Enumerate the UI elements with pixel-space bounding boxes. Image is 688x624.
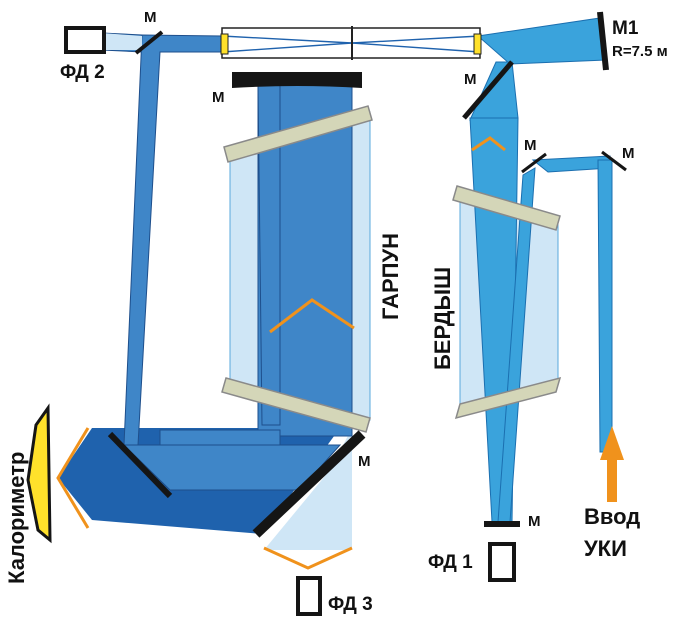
input-arrow <box>600 426 624 502</box>
berdysh-label: БЕРДЫШ <box>430 267 455 370</box>
mirror-label-output: M <box>358 453 371 470</box>
calorimeter-label: Калориметр <box>4 452 29 584</box>
fd2-label: ФД 2 <box>60 62 105 83</box>
amplifier-windows <box>221 105 562 433</box>
calorimeter <box>26 403 52 544</box>
fd2-beam <box>102 33 142 50</box>
fd3-label: ФД 3 <box>328 594 373 615</box>
fd2-detector <box>64 26 106 54</box>
m1-label: M1 <box>612 18 639 39</box>
garpun-beams <box>101 32 353 491</box>
mirror-label-berdysh-top: M <box>464 71 477 88</box>
fd3-beam <box>264 428 352 550</box>
mirrors <box>107 11 627 538</box>
input-label-line2: УКИ <box>584 536 627 561</box>
garpun-label: ГАРПУН <box>378 233 403 320</box>
mirror-label-berdysh-right: M <box>622 145 635 162</box>
mirror-label-garpun: M <box>212 89 225 106</box>
mirror-label-top-left: M <box>144 9 157 26</box>
input-label-line1: Ввод <box>584 504 640 529</box>
fd1-detector <box>488 542 516 582</box>
corner-reflectors <box>56 136 506 570</box>
fd1-label: ФД 1 <box>428 552 473 573</box>
mirror-label-fd1: M <box>528 513 541 530</box>
spatial-filter-tube <box>220 26 482 60</box>
fd3-detector <box>296 576 322 616</box>
m1-radius-label: R=7.5 м <box>612 43 668 60</box>
mirror-label-berdysh-left: M <box>524 137 537 154</box>
